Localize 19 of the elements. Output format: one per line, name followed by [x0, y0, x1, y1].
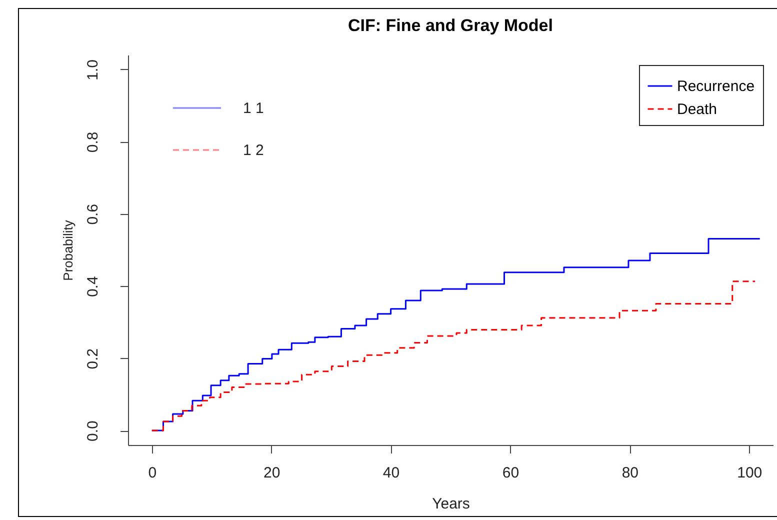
legend-label: Death: [677, 101, 718, 118]
y-tick-label: 1.0: [84, 60, 102, 80]
x-tick-label: 100: [737, 464, 762, 482]
y-tick-label: 0.2: [84, 348, 102, 370]
x-tick-label: 0: [148, 464, 157, 482]
y-tick-label: 0.4: [84, 276, 102, 298]
x-tick-label: 60: [502, 464, 520, 482]
annotation: 1 2: [243, 142, 264, 159]
x-tick-label: 40: [382, 464, 400, 482]
y-axis-title: Probability: [60, 220, 76, 281]
chart-title: CIF: Fine and Gray Model: [348, 16, 553, 35]
y-tick-label: 0.8: [84, 132, 102, 153]
legend-label: Recurrence: [677, 78, 755, 95]
x-axis-title: Years: [432, 496, 470, 512]
annotation: 1 1: [243, 100, 264, 117]
y-tick-label: 0.0: [84, 420, 102, 442]
x-tick-label: 80: [622, 464, 639, 482]
y-tick-label: 0.6: [84, 204, 102, 225]
x-tick-label: 20: [263, 464, 280, 482]
